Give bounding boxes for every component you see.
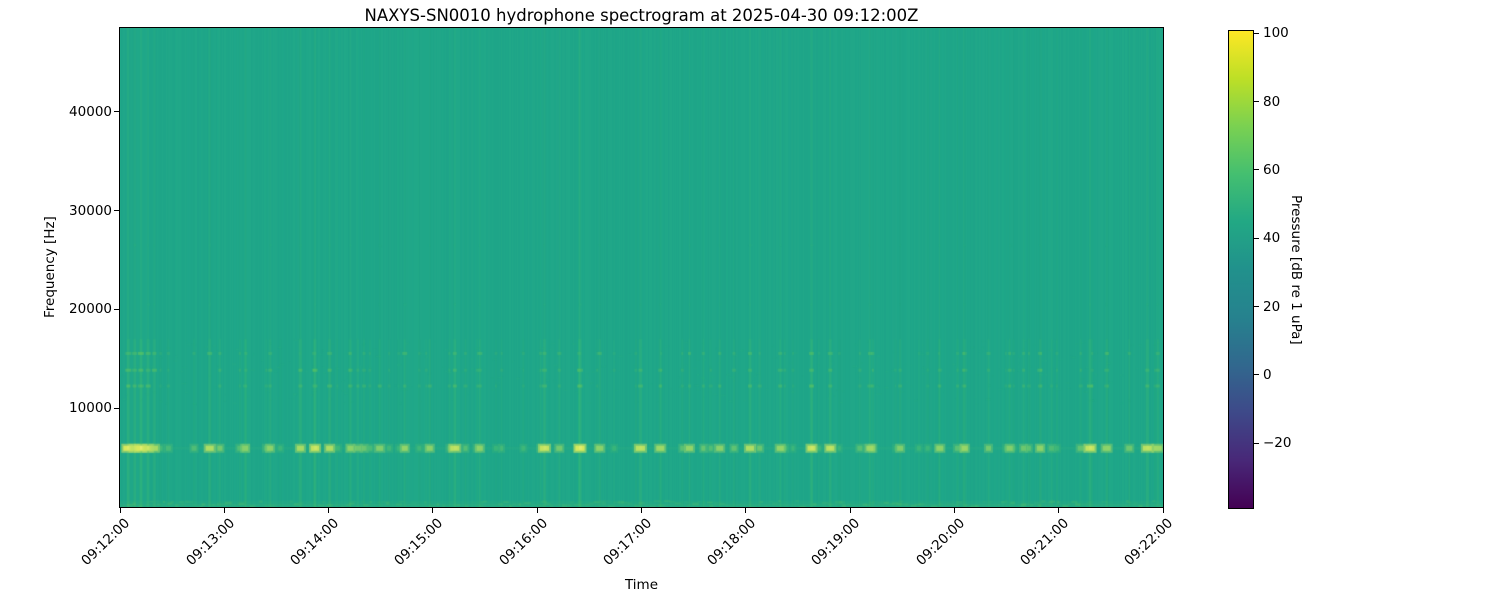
colorbar-tick-mark — [1254, 306, 1259, 308]
colorbar-label: Pressure [dB re 1 uPa] — [1288, 194, 1304, 345]
x-tick-mark — [745, 507, 747, 513]
y-tick-mark — [114, 308, 120, 310]
x-tick-mark — [119, 507, 121, 513]
x-tick-label: 09:20:00 — [913, 515, 968, 569]
colorbar-tick-label: 60 — [1263, 161, 1281, 178]
colorbar-tick-mark — [1254, 237, 1259, 239]
y-tick-mark — [114, 407, 120, 409]
colorbar-tick-mark — [1254, 374, 1259, 376]
colorbar — [1228, 30, 1254, 509]
y-tick-label: 30000 — [69, 202, 112, 219]
colorbar-tick-label: 80 — [1263, 93, 1281, 110]
chart-title: NAXYS-SN0010 hydrophone spectrogram at 2… — [364, 6, 919, 25]
colorbar-tick-label: 0 — [1263, 366, 1272, 383]
x-tick-label: 09:16:00 — [495, 515, 551, 569]
x-tick-label: 09:19:00 — [808, 515, 864, 569]
x-axis-label: Time — [624, 577, 659, 593]
spectrogram-heatmap — [120, 28, 1163, 507]
x-tick-mark — [536, 507, 538, 513]
y-tick-mark — [114, 210, 120, 212]
x-tick-mark — [1058, 507, 1060, 513]
x-tick-mark — [1162, 507, 1164, 513]
colorbar-tick-label: 20 — [1263, 298, 1281, 315]
x-tick-mark — [641, 507, 642, 513]
colorbar-tick-label: −20 — [1263, 435, 1292, 452]
x-tick-mark — [223, 507, 225, 513]
x-tick-mark — [328, 507, 330, 513]
y-tick-mark — [114, 111, 120, 113]
x-tick-label: 09:21:00 — [1017, 515, 1073, 569]
colorbar-tick-mark — [1254, 101, 1259, 103]
x-tick-label: 09:13:00 — [182, 515, 238, 569]
y-tick-label: 20000 — [69, 301, 112, 318]
x-tick-mark — [849, 507, 851, 513]
y-tick-label: 40000 — [69, 103, 112, 120]
x-tick-label: 09:18:00 — [704, 515, 760, 569]
x-tick-mark — [953, 507, 955, 513]
x-tick-label: 09:14:00 — [287, 515, 343, 569]
x-tick-label: 09:12:00 — [78, 515, 134, 569]
colorbar-tick-mark — [1254, 169, 1259, 171]
colorbar-tick-label: 100 — [1263, 25, 1289, 42]
x-tick-label: 09:22:00 — [1121, 515, 1177, 569]
colorbar-tick-mark — [1254, 32, 1259, 34]
y-tick-label: 10000 — [69, 400, 112, 417]
x-tick-label: 09:17:00 — [600, 515, 655, 569]
y-axis-label: Frequency [Hz] — [42, 216, 58, 319]
colorbar-tick-label: 40 — [1263, 230, 1281, 247]
x-tick-label: 09:15:00 — [391, 515, 447, 569]
colorbar-tick-mark — [1254, 442, 1259, 444]
x-tick-mark — [432, 507, 434, 513]
